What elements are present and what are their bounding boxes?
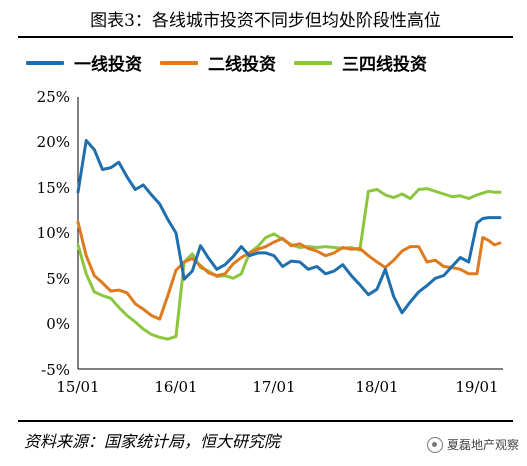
x-tick-label: 19/01	[455, 378, 498, 396]
y-tick-group: 25% 20% 15% 10% 5% 0% -5%	[37, 88, 70, 379]
watermark-text: 夏磊地产观察	[446, 438, 519, 452]
legend-item-tier3: 三四线投资	[294, 50, 427, 75]
legend-label-tier2: 二线投资	[208, 55, 276, 75]
x-tick-label: 15/01	[56, 378, 99, 396]
y-tick-label: 15%	[37, 179, 70, 197]
chart-title: 图表3：各线城市投资不同步但均处阶段性高位	[90, 11, 441, 31]
line-chart: 25% 20% 15% 10% 5% 0% -5% 15/01 16/01 17…	[37, 88, 503, 396]
x-tick-label: 17/01	[252, 378, 295, 396]
x-tick-group: 15/01 16/01 17/01 18/01 19/01	[56, 378, 498, 396]
wechat-icon	[426, 436, 443, 453]
y-tick-label: 20%	[37, 133, 70, 151]
legend-label-tier1: 一线投资	[74, 55, 142, 75]
legend-swatch-tier1	[26, 60, 64, 65]
watermark: 夏磊地产观察	[426, 436, 519, 453]
series-line-1	[76, 139, 502, 315]
x-tick-label: 16/01	[154, 378, 197, 396]
y-tick-label: -5%	[41, 361, 70, 379]
y-tick-label: 0%	[46, 315, 70, 333]
footer-rule	[18, 420, 513, 422]
chart-legend: 一线投资 二线投资 三四线投资	[26, 50, 516, 75]
legend-swatch-tier3	[294, 60, 332, 65]
legend-label-tier3: 三四线投资	[342, 55, 427, 75]
legend-item-tier1: 一线投资	[26, 50, 142, 75]
legend-swatch-tier2	[160, 60, 198, 65]
y-tick-label: 10%	[37, 224, 70, 242]
x-tick-label: 18/01	[355, 378, 398, 396]
title-rule	[18, 36, 513, 38]
series-group	[76, 139, 502, 341]
chart-axes	[77, 97, 503, 370]
source-note: 资料来源：国家统计局，恒大研究院	[24, 432, 281, 451]
y-tick-label: 25%	[37, 88, 70, 106]
y-tick-label: 5%	[46, 270, 70, 288]
legend-item-tier2: 二线投资	[160, 50, 276, 75]
series-line-2	[76, 220, 502, 321]
